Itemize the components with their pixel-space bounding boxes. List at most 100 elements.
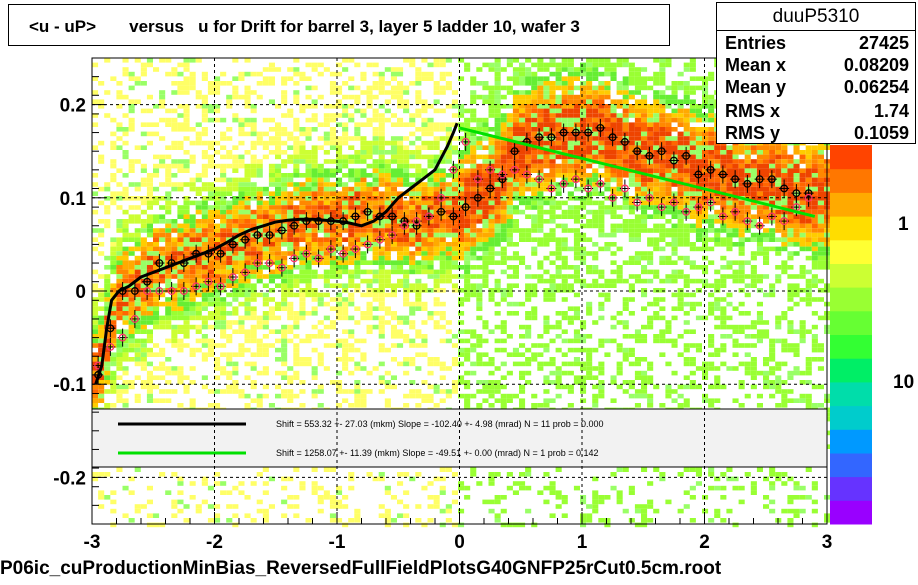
heatmap-cell	[622, 324, 629, 330]
heatmap-cell	[506, 58, 513, 63]
heatmap-cell	[140, 228, 147, 233]
heatmap-cell	[543, 315, 550, 321]
heatmap-cell	[220, 306, 227, 311]
heatmap-cell	[647, 163, 654, 169]
heatmap-cell	[610, 228, 617, 233]
heatmap-cell	[397, 71, 404, 77]
heatmap-cell	[415, 209, 422, 215]
heatmap-cell	[561, 283, 568, 288]
heatmap-cell	[421, 205, 428, 210]
heatmap-cell	[281, 223, 288, 229]
heatmap-cell	[604, 122, 611, 127]
heatmap-cell	[348, 117, 355, 123]
heatmap-cell	[98, 375, 105, 380]
heatmap-cell	[622, 154, 629, 160]
heatmap-cell	[323, 251, 330, 256]
heatmap-cell	[110, 177, 117, 183]
heatmap-cell	[134, 214, 141, 219]
heatmap-cell	[531, 251, 538, 256]
heatmap-cell	[433, 278, 440, 284]
heatmap-cell	[433, 476, 440, 482]
heatmap-cell	[439, 122, 446, 127]
heatmap-cell	[543, 361, 550, 367]
heatmap-cell	[354, 127, 361, 132]
heatmap-cell	[628, 200, 635, 206]
heatmap-cell	[653, 71, 660, 77]
heatmap-cell	[586, 90, 593, 95]
heatmap-cell	[592, 251, 599, 256]
heatmap-cell	[348, 237, 355, 242]
heatmap-cell	[92, 357, 99, 362]
heatmap-cell	[439, 219, 446, 224]
heatmap-cell	[92, 403, 99, 408]
heatmap-cell	[354, 228, 361, 233]
heatmap-cell	[146, 186, 153, 192]
heatmap-cell	[378, 278, 385, 284]
heatmap-cell	[372, 306, 379, 311]
heatmap-cell	[641, 205, 648, 210]
heatmap-cell	[397, 255, 404, 261]
heatmap-cell	[586, 301, 593, 307]
heatmap-cell	[384, 228, 391, 233]
heatmap-cell	[293, 347, 300, 353]
heatmap-cell	[311, 485, 318, 491]
heatmap-cell	[537, 343, 544, 348]
heatmap-cell	[98, 154, 105, 160]
heatmap-cell	[256, 191, 263, 196]
heatmap-cell	[421, 127, 428, 132]
heatmap-cell	[580, 384, 587, 390]
heatmap-cell	[415, 472, 422, 477]
heatmap-cell	[159, 292, 166, 298]
heatmap-cell	[311, 375, 318, 380]
heatmap-cell	[641, 370, 648, 376]
heatmap-cell	[177, 140, 184, 146]
heatmap-cell	[281, 163, 288, 169]
heatmap-cell	[329, 168, 336, 173]
heatmap-cell	[427, 127, 434, 132]
heatmap-cell	[275, 122, 282, 127]
heatmap-cell	[390, 223, 397, 229]
heatmap-cell	[214, 237, 221, 242]
heatmap-cell	[470, 81, 477, 86]
heatmap-cell	[287, 329, 294, 334]
heatmap-cell	[592, 177, 599, 183]
heatmap-cell	[207, 104, 214, 109]
heatmap-cell	[183, 58, 190, 63]
heatmap-cell	[470, 393, 477, 399]
heatmap-cell	[116, 329, 123, 334]
heatmap-cell	[281, 251, 288, 256]
heatmap-cell	[378, 472, 385, 477]
heatmap-cell	[220, 214, 227, 219]
heatmap-cell	[256, 71, 263, 77]
heatmap-cell	[641, 108, 648, 114]
heatmap-cell	[153, 384, 160, 390]
heatmap-cell	[348, 357, 355, 362]
heatmap-cell	[153, 104, 160, 109]
heatmap-cell	[281, 232, 288, 238]
heatmap-cell	[220, 200, 227, 206]
heatmap-cell	[366, 324, 373, 330]
heatmap-cell	[238, 320, 245, 325]
heatmap-cell	[482, 127, 489, 132]
heatmap-cell	[122, 283, 129, 288]
heatmap-cell	[305, 242, 312, 247]
heatmap-cell	[354, 209, 361, 215]
heatmap-cell	[244, 403, 251, 408]
heatmap-cell	[641, 269, 648, 275]
heatmap-cell	[641, 154, 648, 160]
heatmap-cell	[360, 200, 367, 206]
heatmap-cell	[403, 361, 410, 367]
heatmap-cell	[299, 223, 306, 229]
heatmap-cell	[567, 177, 574, 183]
heatmap-cell	[549, 58, 556, 63]
heatmap-cell	[586, 513, 593, 518]
heatmap-cell	[165, 205, 172, 210]
heatmap-cell	[531, 186, 538, 192]
heatmap-cell	[439, 177, 446, 183]
heatmap-cell	[464, 108, 471, 114]
heatmap-cell	[549, 209, 556, 215]
heatmap-cell	[616, 182, 623, 187]
heatmap-cell	[134, 324, 141, 330]
heatmap-cell	[647, 200, 654, 206]
heatmap-cell	[622, 122, 629, 127]
